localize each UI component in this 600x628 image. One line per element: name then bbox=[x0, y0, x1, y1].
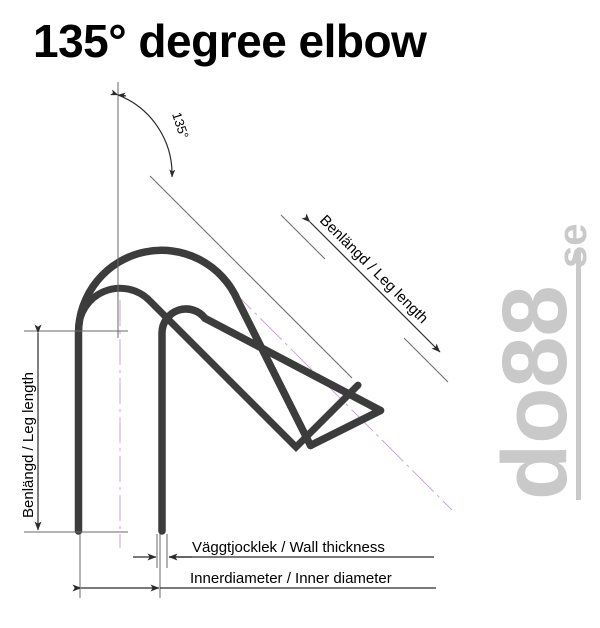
angle-reference-diagonal bbox=[149, 175, 353, 379]
dimension-wall-thickness: Väggtjocklek / Wall thickness bbox=[133, 534, 434, 568]
logo-main-text: do88 bbox=[484, 285, 586, 500]
pipe-end-cap-diagonal bbox=[306, 406, 385, 450]
dim-label-wall-thickness: Väggtjocklek / Wall thickness bbox=[192, 539, 385, 556]
angle-arc bbox=[109, 89, 176, 178]
dimension-inner-diameter: Innerdiameter / Inner diameter bbox=[72, 534, 436, 598]
page-title: 135° degree elbow bbox=[33, 15, 427, 67]
dim-label-leg-length-vertical: Benlängd / Leg length bbox=[20, 372, 37, 518]
pipe-wall-outer bbox=[74, 246, 315, 535]
centerlines bbox=[119, 287, 453, 548]
dim-line-diagonal bbox=[301, 213, 441, 353]
dimension-leg-length-diagonal: Benlängd / Leg length bbox=[280, 212, 449, 383]
angle-arrow-start bbox=[117, 92, 127, 99]
logo-rule bbox=[576, 250, 581, 500]
angle-label: 135° bbox=[169, 110, 192, 140]
dimension-leg-length-vertical: Benlängd / Leg length bbox=[20, 324, 128, 533]
pipe-wall-inner bbox=[158, 305, 385, 535]
pipe-walls bbox=[74, 246, 385, 535]
logo-suffix-text: se bbox=[551, 224, 595, 269]
logo-do88se: do88 se bbox=[484, 224, 595, 500]
dim-label-leg-length-diagonal: Benlängd / Leg length bbox=[316, 212, 431, 327]
dim-label-inner-diameter: Innerdiameter / Inner diameter bbox=[190, 570, 392, 587]
